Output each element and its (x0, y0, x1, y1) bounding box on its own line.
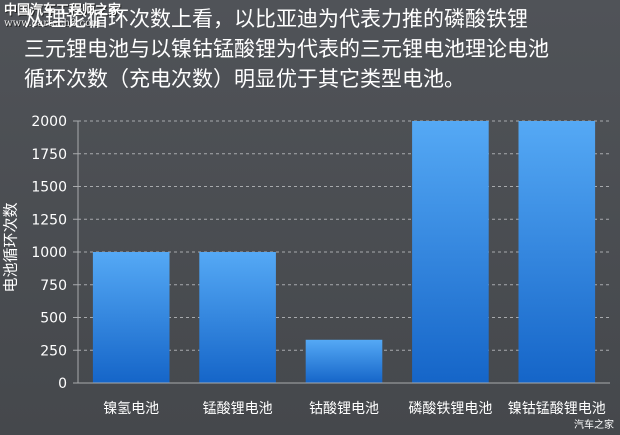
x-tick-label: 镍钴锰酸锂电池 (508, 401, 606, 417)
x-tick-labels: 镍氢电池 锰酸锂电池 钴酸锂电池 磷酸铁锂电池 镍钴锰酸锂电池 (103, 401, 606, 417)
headline-line-3: 循环次数（充电次数）明显优于其它类型电池。 (24, 67, 465, 91)
y-tick-label: 1500 (31, 180, 67, 196)
x-tick-label: 镍氢电池 (103, 401, 159, 417)
bars (92, 121, 596, 383)
y-axis-title: 电池循环次数 (1, 202, 20, 293)
source-credit: 汽车之家 (574, 420, 614, 431)
bar (199, 252, 276, 383)
y-tick-label: 1750 (31, 147, 67, 163)
headline-line-2: 三元锂电池与以镍钴锰酸锂为代表的三元锂电池理论电池 (24, 37, 549, 61)
watermark-site-name: 中国汽车工程师之家 (4, 3, 122, 18)
y-tick-label: 2000 (31, 114, 67, 130)
y-tick-labels: 0 250 500 750 1000 1250 1500 1750 2000 (31, 114, 78, 392)
site-watermark: 中国汽车工程师之家 www.cartech8.com (4, 3, 121, 30)
y-tick-label: 1000 (31, 245, 67, 261)
x-tick-label: 磷酸铁锂电池 (408, 401, 492, 417)
y-tick-label: 0 (58, 376, 67, 392)
y-tick-label: 500 (40, 311, 67, 327)
bar (518, 121, 596, 383)
bar (305, 339, 383, 383)
x-tick-label: 锰酸锂电池 (203, 401, 273, 417)
y-tick-label: 1250 (31, 212, 67, 228)
headline-line-1: 从理论循环次数上看，以比亚迪为代表力推的磷酸铁锂 (24, 7, 528, 31)
y-tick-label: 250 (40, 343, 67, 359)
bar (412, 121, 489, 383)
watermark-url: www.cartech8.com (4, 18, 101, 29)
headline-text: 从理论循环次数上看，以比亚迪为代表力推的磷酸铁锂 三元锂电池与以镍钴锰酸锂为代表… (24, 4, 604, 94)
bar (92, 252, 170, 383)
y-tick-label: 750 (40, 278, 67, 294)
x-tick-label: 钴酸锂电池 (309, 401, 379, 417)
